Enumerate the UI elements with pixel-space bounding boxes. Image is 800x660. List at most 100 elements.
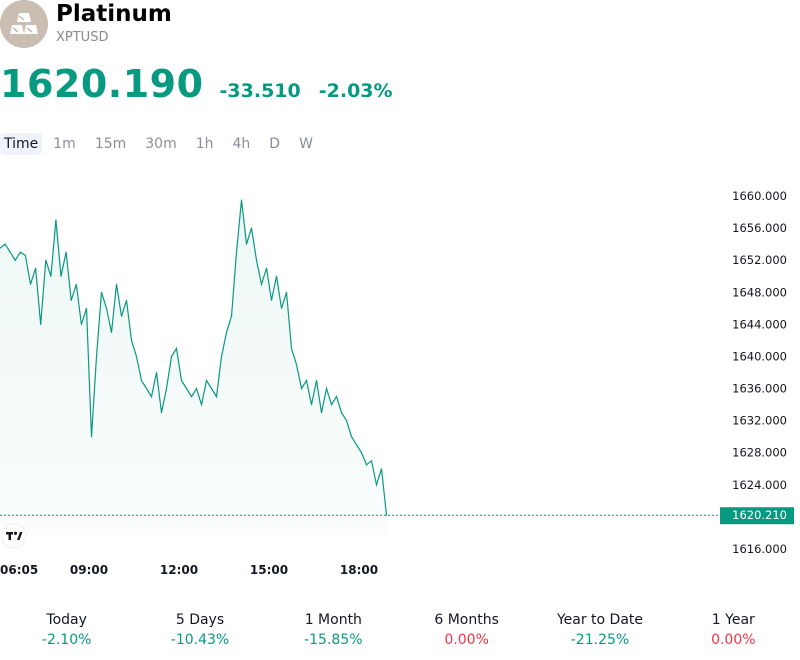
price-change: -33.510 — [219, 80, 301, 102]
price-point — [210, 387, 213, 390]
symbol-header: Platinum XPTUSD — [0, 0, 800, 60]
price-point — [55, 219, 57, 221]
price-point — [110, 331, 113, 333]
price-point — [195, 387, 198, 390]
price-point — [365, 464, 368, 466]
interval-1m[interactable]: 1m — [53, 136, 76, 152]
y-tick-label: 1636.000 — [732, 382, 787, 396]
price-chart[interactable]: 1660.000 1656.000 1652.000 1648.000 1644.000… — [0, 160, 800, 590]
price-point — [170, 355, 173, 358]
last-price-badge — [720, 507, 794, 525]
interval-4h[interactable]: 4h — [232, 136, 251, 152]
period-5-days[interactable]: 5 Days -10.43% — [133, 610, 266, 654]
price-point — [50, 275, 52, 277]
price-point — [345, 420, 348, 422]
price-point — [335, 396, 338, 398]
interval-d[interactable]: D — [269, 136, 281, 152]
price-point — [100, 291, 103, 293]
x-tick-label: 06:05 — [0, 563, 38, 577]
symbol-name: Platinum — [56, 1, 172, 27]
period-value: -15.85% — [304, 632, 363, 648]
price-point — [375, 484, 378, 486]
price-point — [270, 299, 273, 301]
y-tick-label: 1632.000 — [732, 414, 787, 428]
period-value: 0.00% — [711, 632, 756, 648]
price-point — [130, 339, 133, 341]
price-point — [185, 387, 188, 390]
price-point — [215, 396, 218, 398]
quote-row: 1620.190 -33.510 -2.03% — [0, 62, 393, 112]
price-point — [70, 299, 72, 301]
price-point — [200, 404, 203, 406]
period-label: 1 Month — [304, 612, 362, 628]
price-point — [155, 371, 158, 374]
price-point — [60, 275, 62, 277]
interval-1h[interactable]: 1h — [195, 136, 214, 152]
period-today[interactable]: Today -2.10% — [0, 610, 133, 654]
price-point — [370, 460, 373, 462]
price-point — [350, 436, 353, 438]
price-point — [285, 291, 288, 293]
price-point — [14, 259, 16, 261]
period-value: 0.00% — [444, 632, 489, 648]
price-point — [180, 379, 183, 382]
period-value: -21.25% — [570, 632, 630, 648]
price-change-percent: -2.03% — [318, 80, 393, 102]
price-point — [325, 387, 328, 390]
price-point — [205, 379, 208, 382]
y-tick-label: 1648.000 — [732, 285, 787, 299]
price-point — [315, 379, 318, 382]
interval-15m[interactable]: 15m — [94, 136, 127, 152]
price-point — [150, 396, 153, 398]
x-tick-label: 12:00 — [160, 563, 198, 577]
interval-time[interactable]: Time — [0, 133, 43, 155]
price-point — [40, 323, 42, 325]
price-point — [19, 251, 21, 253]
price-point — [240, 199, 243, 201]
performance-bar: Today -2.10% 5 Days -10.43% 1 Month -15.… — [0, 610, 800, 654]
price-point — [75, 283, 77, 285]
price-point — [105, 307, 108, 309]
price-point — [225, 331, 228, 333]
price-point — [165, 387, 168, 390]
price-point — [295, 363, 298, 366]
price-point — [4, 243, 6, 245]
price-point — [29, 283, 32, 285]
price-point — [135, 355, 138, 358]
period-label: Year to Date — [556, 612, 643, 628]
price-point — [175, 347, 178, 349]
price-point — [235, 251, 238, 253]
interval-w[interactable]: W — [299, 136, 313, 152]
x-tick-label: 09:00 — [70, 563, 108, 577]
y-tick-label: 1644.000 — [732, 317, 787, 331]
price-point — [90, 436, 93, 438]
period-1-month[interactable]: 1 Month -15.85% — [267, 610, 400, 654]
price-series-line — [0, 199, 388, 516]
y-tick-label: 1652.000 — [732, 253, 787, 267]
tradingview-logo-icon[interactable] — [1, 523, 27, 549]
y-tick-label: 1616.000 — [732, 542, 787, 556]
price-point — [0, 247, 1, 249]
y-tick-label: 1656.000 — [732, 221, 787, 235]
price-point — [290, 347, 293, 349]
price-point — [125, 299, 128, 301]
price-point — [85, 307, 88, 309]
gold-bars-icon — [0, 0, 48, 48]
price-point — [45, 259, 47, 261]
price-point — [140, 379, 143, 382]
price-point — [385, 514, 388, 516]
price-point — [115, 283, 118, 285]
interval-30m[interactable]: 30m — [145, 136, 177, 152]
period-1-year[interactable]: 1 Year 0.00% — [667, 610, 800, 654]
period-year-to-date[interactable]: Year to Date -21.25% — [533, 610, 666, 654]
period-label: 5 Days — [175, 612, 225, 628]
x-tick-label: 18:00 — [340, 563, 378, 577]
price-point — [24, 254, 26, 256]
y-tick-label: 1660.000 — [732, 189, 787, 203]
price-point — [320, 412, 323, 414]
price-point — [265, 267, 268, 269]
period-6-months[interactable]: 6 Months 0.00% — [400, 610, 533, 654]
price-point — [300, 387, 303, 390]
price-area-fill — [0, 200, 387, 535]
price-point — [340, 412, 343, 414]
